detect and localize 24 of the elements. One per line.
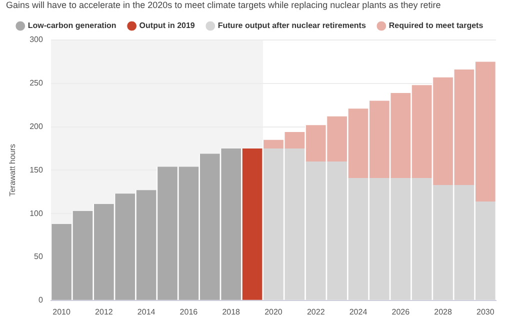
legend-label: Output in 2019 [139, 21, 196, 30]
x-tick-label: 2028 [434, 307, 452, 316]
x-tick-label: 2018 [222, 307, 241, 316]
legend-label: Future output after nuclear retirements [218, 21, 366, 30]
y-tick-label: 300 [30, 35, 44, 44]
x-tick-label: 2016 [180, 307, 198, 316]
y-axis-title: Terawatt hours [8, 144, 18, 196]
y-tick-label: 200 [30, 122, 44, 132]
legend-label: Low-carbon generation [28, 21, 116, 30]
x-tick-label: 2010 [52, 307, 71, 316]
y-tick-label: 50 [34, 252, 44, 262]
y-tick-label: 150 [30, 165, 44, 174]
chart-title: Gains will have to accelerate in the 2020s to meet climate targets while replacing nuclear plants as they retire [6, 0, 441, 10]
x-tick-label: 2020 [264, 307, 283, 316]
y-tick-label: 100 [30, 208, 44, 218]
x-tick-label: 2022 [306, 307, 326, 316]
y-tick-label: 0 [38, 296, 44, 305]
y-tick-label: 250 [30, 78, 44, 88]
legend-label: Required to meet targets [388, 21, 484, 30]
x-tick-label: 2014 [137, 307, 156, 316]
x-tick-label: 2012 [95, 307, 114, 316]
x-tick-label: 2026 [392, 307, 410, 316]
x-tick-label: 2024 [349, 307, 368, 316]
x-tick-label: 2030 [476, 307, 495, 316]
